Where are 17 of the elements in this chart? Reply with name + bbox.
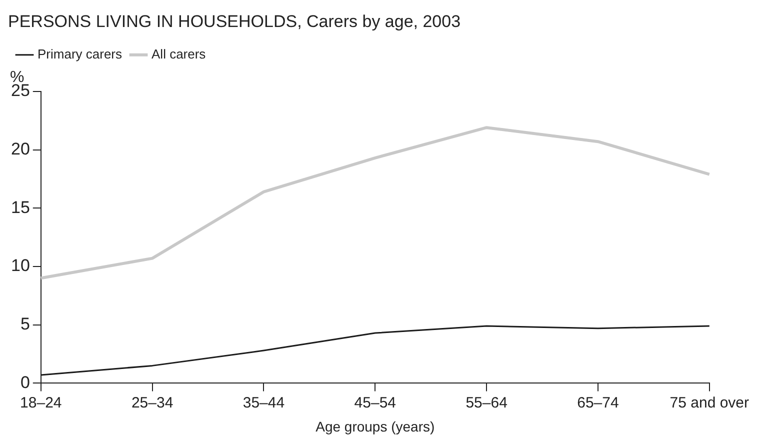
x-tick-label: 65–74 bbox=[577, 394, 619, 412]
y-tick-label: 5 bbox=[20, 314, 30, 334]
x-tick-label: 55–64 bbox=[466, 394, 508, 412]
x-tick-label: 45–54 bbox=[354, 394, 396, 412]
x-tick-label: 35–44 bbox=[242, 394, 285, 412]
y-tick-label: 25 bbox=[10, 81, 30, 100]
legend-label: All carers bbox=[152, 46, 206, 62]
y-tick-label: 20 bbox=[10, 139, 30, 158]
x-axis-title: Age groups (years) bbox=[316, 418, 435, 434]
chart-title: PERSONS LIVING IN HOUSEHOLDS, Carers by age, 2003 bbox=[8, 12, 461, 31]
y-tick-label: 0 bbox=[20, 372, 30, 392]
y-tick-label: 10 bbox=[10, 256, 30, 276]
legend-label: Primary carers bbox=[38, 46, 123, 62]
x-tick-label: 25–34 bbox=[131, 394, 174, 412]
y-tick-label: 15 bbox=[10, 198, 30, 217]
x-tick-label: 18–24 bbox=[20, 394, 62, 412]
x-tick-label: 75 and over bbox=[670, 394, 750, 412]
